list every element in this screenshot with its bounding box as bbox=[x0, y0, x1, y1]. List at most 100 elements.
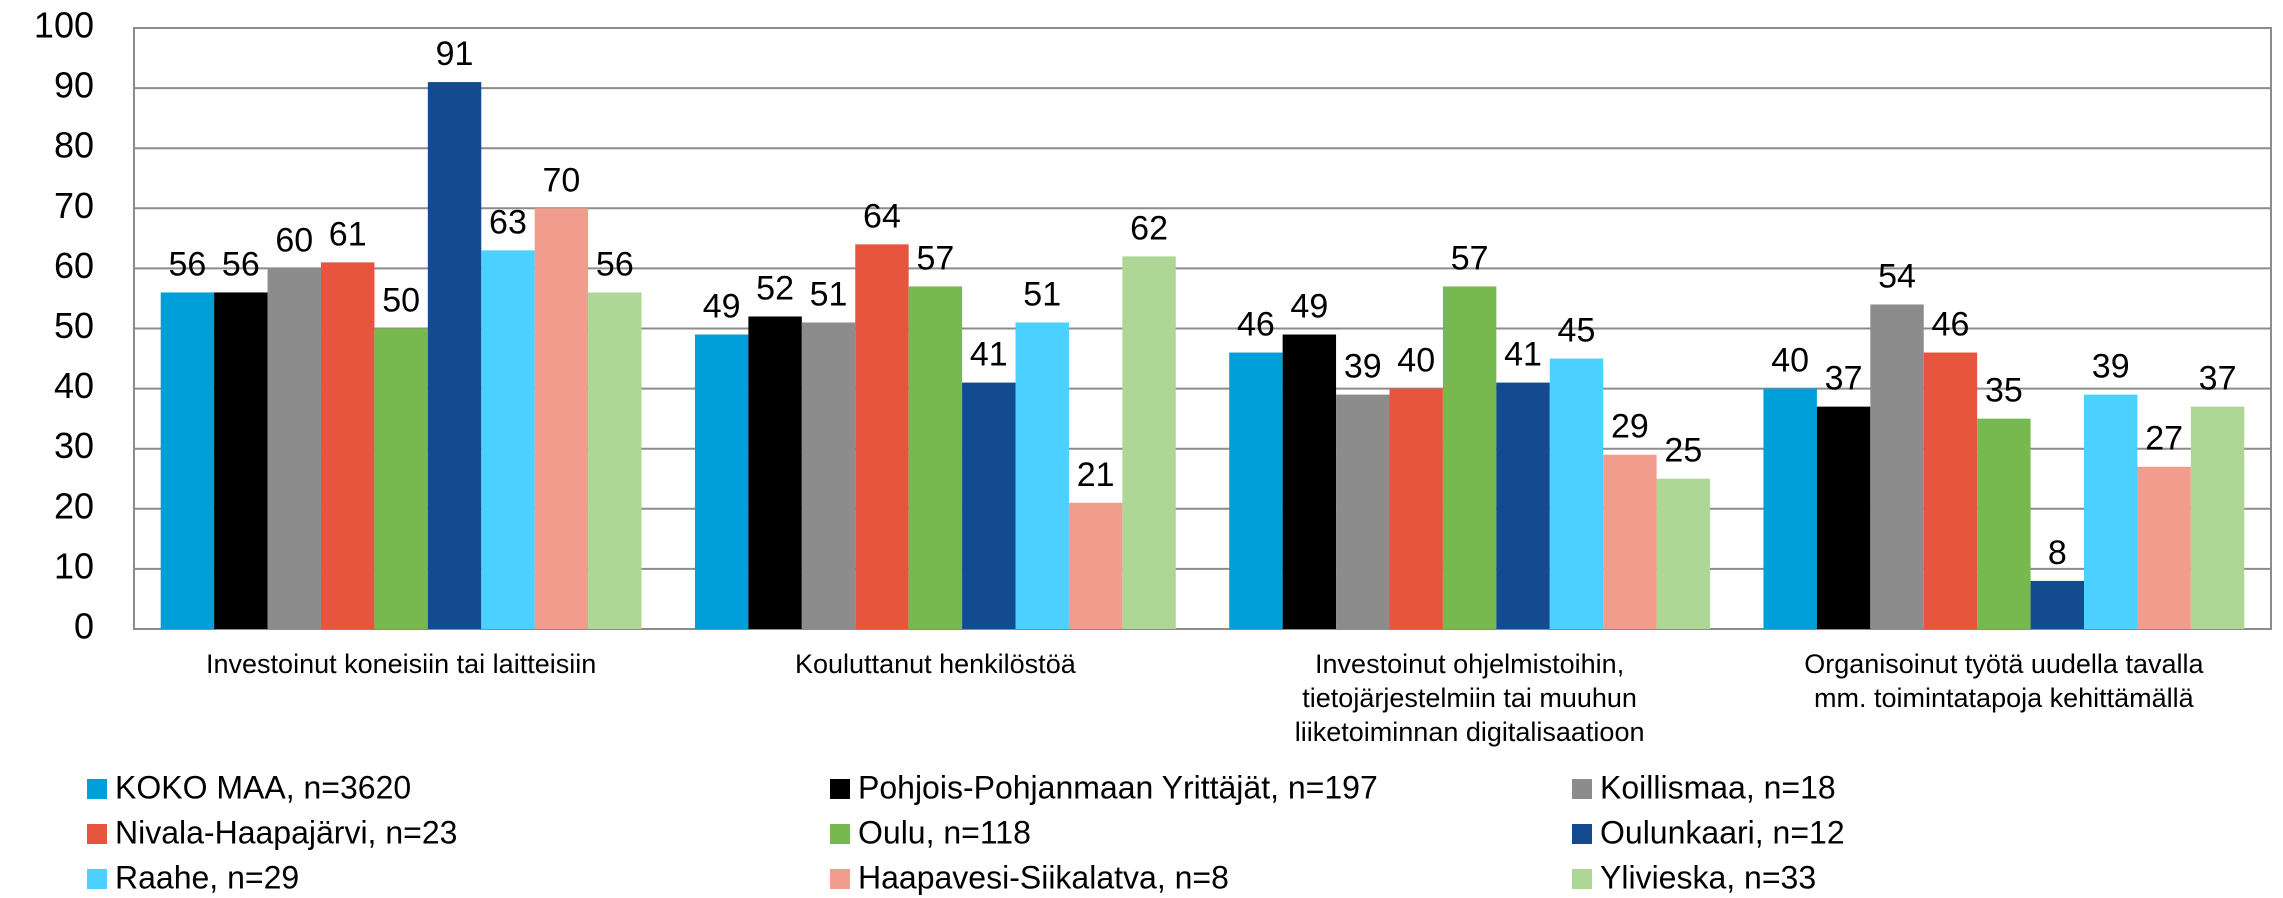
legend-marker bbox=[1572, 779, 1592, 799]
legend-label: Koillismaa, n=18 bbox=[1600, 769, 1836, 805]
data-label: 25 bbox=[1664, 432, 1702, 470]
x-tick-label: Kouluttanut henkilöstöä bbox=[795, 649, 1076, 679]
data-label: 57 bbox=[916, 239, 954, 277]
data-label: 64 bbox=[863, 197, 901, 235]
data-label: 62 bbox=[1130, 209, 1168, 247]
bar bbox=[1763, 388, 1817, 629]
x-tick-label: Investoinut ohjelmistoihin, tietojärjest… bbox=[1294, 649, 1645, 747]
data-label: 41 bbox=[970, 336, 1008, 374]
y-tick-label: 20 bbox=[54, 485, 94, 526]
bar bbox=[1336, 394, 1390, 629]
x-tick-label: Organisoinut työtä uudella tavalla mm. t… bbox=[1804, 649, 2204, 713]
legend-marker bbox=[830, 869, 850, 889]
bar bbox=[2137, 466, 2191, 629]
data-label: 39 bbox=[2092, 348, 2130, 386]
bar bbox=[1122, 256, 1176, 629]
data-label: 27 bbox=[2145, 420, 2183, 458]
data-label: 54 bbox=[1878, 257, 1916, 295]
bar bbox=[748, 316, 802, 629]
plot-border bbox=[133, 27, 2272, 630]
bar bbox=[1656, 478, 1711, 629]
y-tick-label: 60 bbox=[54, 245, 94, 286]
data-label: 63 bbox=[489, 203, 527, 241]
y-tick-label: 90 bbox=[54, 65, 94, 106]
legend-marker bbox=[830, 824, 850, 844]
bar bbox=[1549, 358, 1604, 629]
data-label: 37 bbox=[2199, 360, 2237, 398]
bar bbox=[2030, 580, 2085, 629]
bar bbox=[1068, 502, 1123, 629]
data-label: 57 bbox=[1451, 239, 1489, 277]
bar bbox=[1870, 304, 1924, 629]
data-label: 46 bbox=[1932, 306, 1970, 344]
bar bbox=[588, 292, 642, 629]
legend-marker bbox=[87, 824, 107, 844]
legend-label: Raahe, n=29 bbox=[115, 859, 299, 895]
legend-label: Nivala-Haapajärvi, n=23 bbox=[115, 814, 457, 850]
bar bbox=[427, 82, 482, 630]
data-label: 35 bbox=[1985, 372, 2023, 410]
bar bbox=[855, 244, 909, 630]
data-label: 52 bbox=[756, 269, 794, 307]
data-label: 21 bbox=[1077, 456, 1115, 494]
data-label: 50 bbox=[382, 281, 420, 319]
legend-label: Oulunkaari, n=12 bbox=[1600, 814, 1845, 850]
bar bbox=[214, 292, 268, 629]
data-label: 56 bbox=[169, 245, 207, 283]
bar bbox=[1603, 454, 1657, 629]
bar bbox=[694, 334, 749, 629]
bar bbox=[374, 328, 428, 629]
legend-marker bbox=[830, 779, 850, 799]
data-label: 41 bbox=[1504, 336, 1542, 374]
legend-label: Pohjois-Pohjanmaan Yrittäjät, n=197 bbox=[858, 769, 1378, 805]
bar bbox=[1816, 406, 1871, 629]
bar bbox=[2190, 406, 2245, 629]
data-label: 39 bbox=[1344, 348, 1382, 386]
bar bbox=[267, 268, 321, 629]
y-tick-label: 80 bbox=[54, 125, 94, 166]
legend-label: Haapavesi-Siikalatva, n=8 bbox=[858, 859, 1229, 895]
bar bbox=[481, 250, 535, 629]
y-tick-label: 10 bbox=[54, 545, 94, 586]
bar bbox=[801, 322, 856, 629]
bar bbox=[1389, 388, 1443, 629]
data-label: 61 bbox=[329, 215, 367, 253]
legend-label: Oulu, n=118 bbox=[858, 814, 1031, 850]
data-label: 70 bbox=[542, 161, 580, 199]
data-label: 45 bbox=[1558, 312, 1596, 350]
legend-marker bbox=[1572, 869, 1592, 889]
bar bbox=[1923, 352, 1978, 629]
y-tick-label: 0 bbox=[74, 606, 94, 647]
data-label: 46 bbox=[1237, 306, 1275, 344]
y-tick-label: 30 bbox=[54, 425, 94, 466]
x-tick-label: Investoinut koneisiin tai laitteisiin bbox=[206, 649, 597, 679]
legend-marker bbox=[87, 869, 107, 889]
y-tick-label: 100 bbox=[34, 5, 94, 46]
bar bbox=[2084, 394, 2138, 629]
data-label: 60 bbox=[275, 221, 313, 259]
legend-marker bbox=[87, 779, 107, 799]
data-label: 56 bbox=[222, 245, 260, 283]
y-tick-label: 70 bbox=[54, 185, 94, 226]
y-tick-label: 50 bbox=[54, 305, 94, 346]
legend-label: Ylivieska, n=33 bbox=[1600, 859, 1816, 895]
data-label: 40 bbox=[1397, 342, 1435, 380]
data-label: 51 bbox=[810, 275, 848, 313]
bar bbox=[962, 382, 1016, 629]
bar bbox=[320, 262, 375, 629]
y-tick-label: 40 bbox=[54, 365, 94, 406]
data-label: 40 bbox=[1771, 342, 1809, 380]
bar bbox=[160, 292, 215, 629]
data-label: 91 bbox=[436, 35, 474, 73]
data-label: 37 bbox=[1825, 360, 1863, 398]
data-label: 51 bbox=[1023, 275, 1061, 313]
legend-label: KOKO MAA, n=3620 bbox=[115, 769, 411, 805]
bar bbox=[1977, 418, 2031, 629]
bar bbox=[908, 286, 963, 629]
bar bbox=[534, 208, 589, 630]
data-label: 29 bbox=[1611, 408, 1649, 446]
bar bbox=[1442, 286, 1497, 629]
data-label: 49 bbox=[703, 287, 741, 325]
bar bbox=[1015, 322, 1069, 629]
